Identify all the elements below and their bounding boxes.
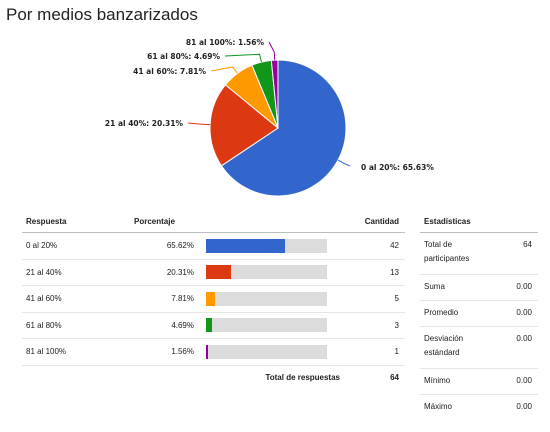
row-cantidad: 5 bbox=[346, 285, 405, 313]
stats-row: Máximo 0.00 bbox=[420, 395, 538, 421]
row-respuesta: 41 al 60% bbox=[22, 285, 130, 313]
bar-track bbox=[206, 344, 327, 359]
pie-slice-label: 0 al 20%: 65.63% bbox=[361, 163, 434, 172]
header-porcentaje: Porcentaje bbox=[130, 210, 202, 233]
stats-table: Estadísticas Total de participantes 64 S… bbox=[420, 210, 538, 420]
bar-fill bbox=[206, 344, 208, 359]
row-respuesta: 21 al 40% bbox=[22, 259, 130, 286]
stats-value: 0.00 bbox=[498, 326, 538, 369]
row-bar bbox=[202, 312, 346, 339]
stats-value: 0.00 bbox=[498, 274, 538, 301]
bar-fill bbox=[206, 318, 212, 333]
bar-fill bbox=[206, 291, 216, 306]
total-value: 64 bbox=[390, 373, 399, 382]
responses-header-row: Respuesta Porcentaje Cantidad bbox=[22, 210, 405, 233]
stats-value: 0.00 bbox=[498, 368, 538, 395]
row-bar bbox=[202, 259, 346, 286]
row-porcentaje: 20.31% bbox=[130, 259, 202, 286]
stats-row: Suma 0.00 bbox=[420, 274, 538, 301]
stats-label: Suma bbox=[420, 274, 498, 301]
pie-leader-line bbox=[337, 159, 351, 167]
table-row: 81 al 100% 1.56% 1 bbox=[22, 338, 405, 366]
stats-row: Desviación estándard 0.00 bbox=[420, 326, 538, 369]
pie-leader-line bbox=[210, 66, 238, 74]
bar-fill bbox=[206, 265, 231, 280]
row-cantidad: 13 bbox=[346, 259, 405, 286]
stats-row: Promedio 0.00 bbox=[420, 300, 538, 327]
row-porcentaje: 1.56% bbox=[130, 338, 202, 366]
stats-header-row: Estadísticas bbox=[420, 210, 538, 233]
pie-slice-label: 21 al 40%: 20.31% bbox=[105, 119, 184, 128]
header-bar bbox=[202, 210, 346, 233]
row-respuesta: 61 al 80% bbox=[22, 312, 130, 339]
table-row: 61 al 80% 4.69% 3 bbox=[22, 312, 405, 339]
stats-label: Desviación estándard bbox=[420, 326, 498, 369]
pie-leader-line bbox=[268, 41, 276, 61]
pie-chart: 0 al 20%: 65.63% 21 al 40%: 20.31% 41 al 6… bbox=[105, 38, 434, 197]
table-row: 21 al 40% 20.31% 13 bbox=[22, 259, 405, 286]
table-row: 0 al 20% 65.62% 42 bbox=[22, 232, 405, 260]
pie-slice bbox=[209, 84, 279, 167]
row-porcentaje: 7.81% bbox=[130, 285, 202, 313]
row-respuesta: 81 al 100% bbox=[22, 338, 130, 366]
bar-track bbox=[206, 265, 327, 280]
header-respuesta: Respuesta bbox=[22, 210, 130, 233]
bar-track bbox=[206, 291, 327, 306]
stats-label: Mínimo bbox=[420, 368, 498, 395]
row-bar bbox=[202, 338, 346, 366]
row-porcentaje: 65.62% bbox=[130, 232, 202, 260]
bar-track bbox=[206, 318, 327, 333]
pie-slice-label: 61 al 80%: 4.69% bbox=[147, 52, 220, 61]
stats-label: Total de participantes bbox=[420, 232, 498, 275]
row-cantidad: 3 bbox=[346, 312, 405, 339]
stats-header: Estadísticas bbox=[420, 210, 538, 233]
row-cantidad: 1 bbox=[346, 338, 405, 366]
pie-leader-line bbox=[224, 53, 262, 63]
stats-value: 0.00 bbox=[516, 402, 532, 411]
row-cantidad: 42 bbox=[346, 232, 405, 260]
pie-slice-label: 41 al 60%: 7.81% bbox=[133, 67, 206, 76]
row-porcentaje: 4.69% bbox=[130, 312, 202, 339]
stats-value: 64 bbox=[498, 232, 538, 275]
row-bar bbox=[202, 285, 346, 313]
stats-row: Total de participantes 64 bbox=[420, 232, 538, 275]
bar-track bbox=[206, 238, 327, 253]
stats-value: 0.00 bbox=[498, 300, 538, 327]
bar-fill bbox=[206, 238, 286, 253]
total-label: Total de respuestas bbox=[265, 373, 340, 382]
header-cantidad: Cantidad bbox=[346, 210, 405, 233]
row-bar bbox=[202, 232, 346, 260]
row-respuesta: 0 al 20% bbox=[22, 232, 130, 260]
stats-row: Mínimo 0.00 bbox=[420, 368, 538, 395]
pie-slice bbox=[220, 59, 347, 197]
pie-slice-label: 81 al 100%: 1.56% bbox=[186, 38, 265, 47]
table-row: 41 al 60% 7.81% 5 bbox=[22, 285, 405, 313]
stats-label: Máximo bbox=[424, 402, 453, 411]
responses-table: Respuesta Porcentaje Cantidad 0 al 20% 6… bbox=[22, 210, 405, 390]
stats-label: Promedio bbox=[420, 300, 498, 327]
chart-title: Por medios banzarizados bbox=[6, 5, 198, 24]
total-row: Total de respuestas 64 bbox=[22, 365, 405, 390]
pie-leader-line bbox=[187, 122, 211, 126]
